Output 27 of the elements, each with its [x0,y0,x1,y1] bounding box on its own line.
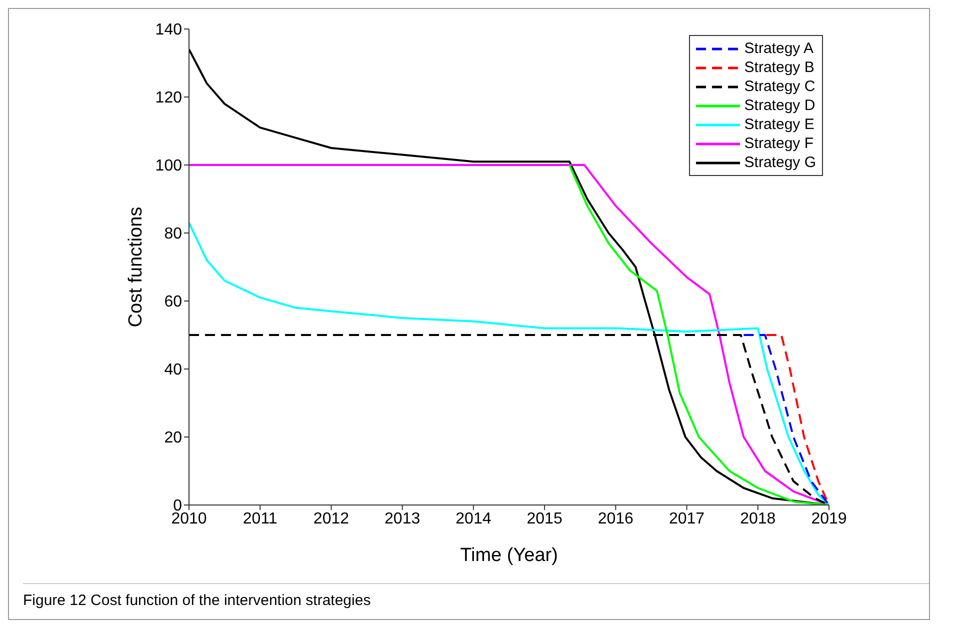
y-tick-label: 40 [164,362,182,379]
x-tick-label: 2012 [313,510,350,528]
y-tick-label: 20 [164,430,182,447]
x-axis-title: Time (Year) [460,545,558,566]
legend-label: Strategy C [744,78,816,95]
legend-label: Strategy E [744,116,814,133]
line-series [742,334,829,505]
x-tick-label: 2015 [526,510,562,528]
x-tick-label: 2018 [740,510,776,528]
x-tick-label: 2011 [242,510,278,528]
y-tick-label: 80 [164,226,182,243]
y-tick-label: 100 [155,158,182,175]
legend-label: Strategy G [744,154,816,171]
legend-label: Strategy F [744,135,814,152]
x-tick-label: 2014 [456,510,492,528]
y-tick-label: 140 [155,22,182,39]
x-tick-label: 2017 [668,510,705,528]
x-tick-label: 2016 [598,510,634,528]
y-tick-label: 120 [155,90,182,107]
legend-label: Strategy A [744,40,814,57]
y-tick-label: 60 [164,294,182,311]
x-tick-label: 2013 [384,510,420,528]
legend-label: Strategy D [744,97,816,114]
x-tick-label: 2019 [811,510,847,528]
caption: Figure 12 Cost function of the intervention strategies [23,583,929,609]
y-axis-title: Cost functions [126,206,147,328]
legend-label: Strategy B [744,59,814,76]
